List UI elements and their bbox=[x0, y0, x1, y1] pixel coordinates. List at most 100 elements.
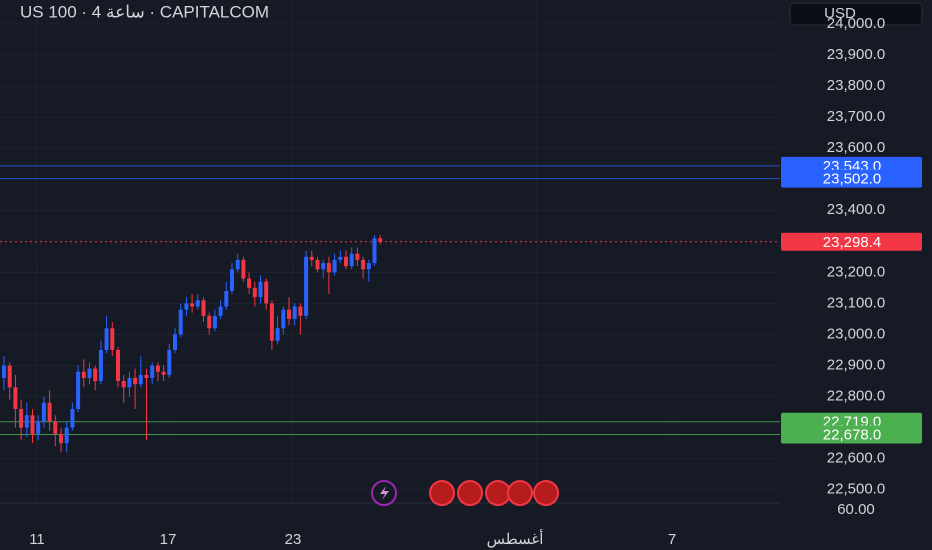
candle-body bbox=[230, 269, 234, 291]
candle-body bbox=[190, 303, 195, 307]
currency-button[interactable] bbox=[789, 2, 923, 26]
candle-body bbox=[161, 371, 166, 375]
candle-body bbox=[121, 381, 126, 388]
candle-body bbox=[292, 306, 297, 319]
candle-body bbox=[87, 368, 92, 378]
y-tick-label: 23,700.0 bbox=[827, 108, 885, 125]
x-tick-label: 23 bbox=[285, 531, 302, 548]
y-tick-label: 23,400.0 bbox=[827, 201, 885, 218]
candle-body bbox=[127, 377, 132, 388]
event-icon bbox=[380, 486, 389, 500]
candle-body bbox=[98, 350, 103, 382]
candle-body bbox=[218, 306, 223, 316]
candle-body bbox=[372, 238, 377, 264]
candle-body bbox=[133, 377, 138, 385]
candle-body bbox=[24, 415, 29, 428]
candle-body bbox=[315, 259, 320, 270]
candle-body bbox=[93, 368, 98, 382]
y-tick-label: 24,000.0 bbox=[827, 15, 885, 32]
y-tick-label: 23,800.0 bbox=[827, 77, 885, 94]
y-tick-label: 23,000.0 bbox=[827, 325, 885, 342]
candle-body bbox=[338, 256, 343, 260]
x-tick-label: 7 bbox=[668, 531, 676, 548]
plot bbox=[0, 165, 780, 453]
price-tag bbox=[781, 169, 922, 188]
candle-body bbox=[349, 253, 354, 267]
y-tick-label: 23,200.0 bbox=[827, 263, 885, 280]
candle-body bbox=[326, 263, 331, 273]
candle-body bbox=[207, 315, 212, 329]
candle-body bbox=[281, 309, 286, 329]
candle-body bbox=[53, 421, 58, 434]
currency-label[interactable]: USD bbox=[824, 5, 856, 22]
price-tag-label: 22,678.0 bbox=[823, 426, 881, 443]
candle-body bbox=[178, 309, 183, 335]
candle-body bbox=[19, 409, 24, 428]
candle-body bbox=[224, 290, 229, 307]
candle-body bbox=[30, 415, 35, 434]
candle-body bbox=[195, 300, 200, 307]
candle-body bbox=[355, 253, 360, 260]
candle-body bbox=[361, 259, 366, 270]
candle-body bbox=[155, 365, 160, 372]
candle-body bbox=[252, 287, 257, 298]
candle-body bbox=[41, 402, 46, 422]
price-tag-label: 23,298.4 bbox=[823, 234, 881, 251]
candle-body bbox=[247, 278, 252, 288]
x-tick-label: أغسطس bbox=[487, 529, 544, 548]
event-icon[interactable] bbox=[507, 480, 533, 506]
candle-body bbox=[304, 256, 309, 316]
price-tag bbox=[781, 232, 922, 251]
candle-body bbox=[144, 374, 149, 378]
event-icon[interactable] bbox=[533, 480, 559, 506]
candle-body bbox=[70, 409, 75, 428]
price-axis: 24,000.0 23,900.0 23,800.0 23,700.0 23,600.0… bbox=[781, 15, 922, 518]
candle-body bbox=[212, 315, 217, 329]
event-icon[interactable] bbox=[457, 480, 483, 506]
x-tick-label: 11 bbox=[29, 531, 45, 548]
x-tick-label: 17 bbox=[160, 531, 177, 548]
y-tick-label: 23,100.0 bbox=[827, 294, 885, 311]
candle-body bbox=[138, 374, 143, 385]
candle-body bbox=[258, 281, 263, 298]
chart-title: US 100 · 4 ساعة · CAPITALCOM bbox=[20, 2, 269, 21]
candle-body bbox=[59, 433, 63, 444]
candle-body bbox=[309, 256, 314, 260]
candle-body bbox=[110, 328, 115, 350]
candle-body bbox=[104, 328, 109, 350]
y-tick-label: 22,800.0 bbox=[827, 388, 885, 405]
candle-body bbox=[47, 402, 52, 422]
price-tag bbox=[781, 425, 922, 444]
candle-body bbox=[332, 259, 337, 273]
candle-body bbox=[36, 421, 41, 434]
candle-body bbox=[321, 263, 326, 270]
candle-body bbox=[366, 263, 371, 270]
candle-body bbox=[235, 259, 240, 270]
event-icons bbox=[371, 480, 559, 506]
candle-body bbox=[275, 328, 280, 341]
candle-body bbox=[150, 365, 155, 378]
candle-body bbox=[7, 365, 12, 388]
candle-body bbox=[378, 238, 383, 242]
y-tick-label: 23,600.0 bbox=[827, 139, 885, 156]
candle-body bbox=[241, 259, 246, 279]
event-icon[interactable] bbox=[485, 480, 511, 506]
candle-body bbox=[81, 371, 86, 378]
y-tick-label: 22,900.0 bbox=[827, 356, 885, 373]
candle-body bbox=[287, 309, 291, 319]
candle-body bbox=[173, 334, 177, 350]
candle-body bbox=[344, 256, 348, 267]
y-tick-label: 22,600.0 bbox=[827, 450, 885, 467]
y-tick-label: 22,500.0 bbox=[827, 481, 885, 498]
price-tag-label: 23,502.0 bbox=[823, 171, 881, 188]
indicator-tick-label: 60.00 bbox=[837, 501, 875, 518]
candle-body bbox=[116, 350, 120, 382]
event-icon[interactable] bbox=[429, 480, 455, 506]
candle-body bbox=[201, 300, 206, 316]
candle-body bbox=[184, 303, 189, 310]
y-tick-label: 23,900.0 bbox=[827, 46, 885, 63]
candle-body bbox=[13, 387, 18, 410]
